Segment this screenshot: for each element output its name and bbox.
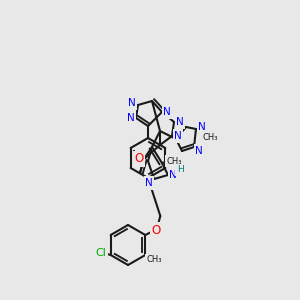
Text: CH₃: CH₃ [202, 133, 218, 142]
Text: N: N [174, 131, 182, 141]
Text: H: H [177, 166, 183, 175]
Text: N: N [128, 98, 136, 108]
Text: O: O [152, 224, 161, 236]
Text: N: N [145, 178, 153, 188]
Text: CH₃: CH₃ [147, 256, 162, 265]
Text: N: N [169, 170, 177, 180]
Text: N: N [163, 107, 171, 117]
Text: O: O [134, 152, 144, 166]
Text: CH₃: CH₃ [166, 157, 182, 166]
Text: N: N [127, 113, 135, 123]
Text: N: N [195, 146, 203, 156]
Text: N: N [198, 122, 206, 132]
Text: N: N [176, 117, 184, 127]
Text: Cl: Cl [95, 248, 106, 258]
